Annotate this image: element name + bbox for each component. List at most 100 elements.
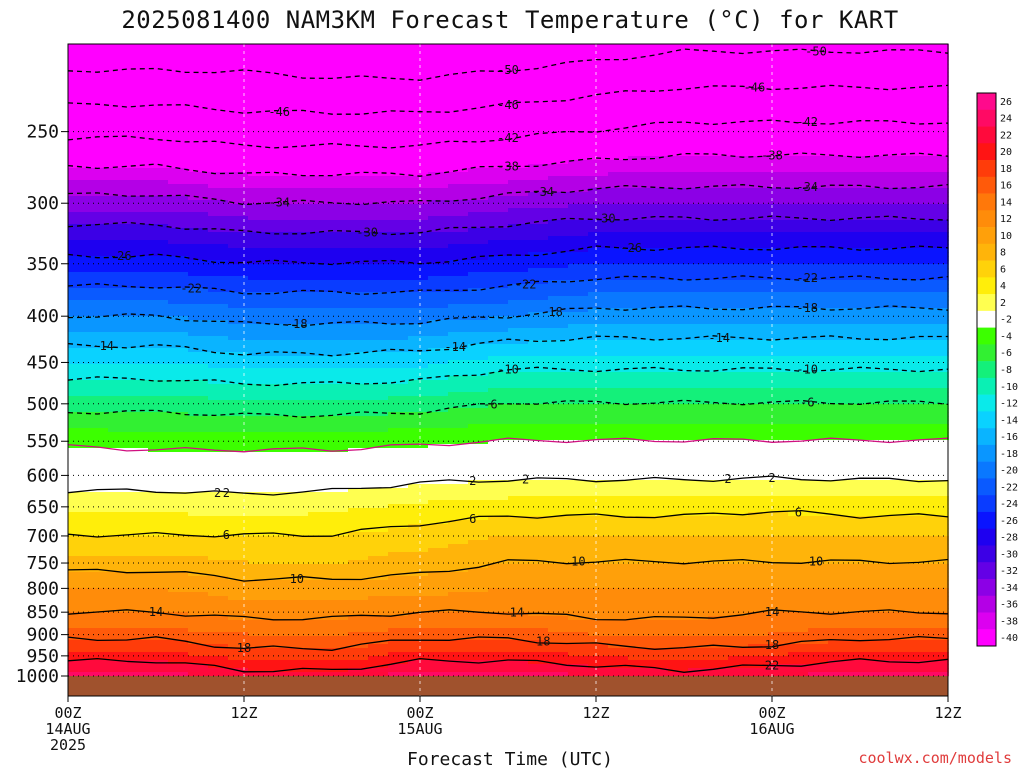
fill-cell [108,164,129,169]
fill-cell [448,56,469,61]
fill-cell [228,168,249,173]
fill-cell [328,140,349,145]
fill-cell [488,48,509,53]
fill-cell [68,180,89,185]
fill-cell [628,560,649,565]
fill-cell [88,424,109,429]
fill-cell [248,536,269,541]
fill-cell [628,244,649,249]
fill-cell [88,296,109,301]
fill-cell [128,320,149,325]
fill-cell [228,472,249,477]
fill-cell [128,512,149,517]
fill-cell [608,608,629,613]
fill-cell [668,280,689,285]
fill-cell [688,420,709,425]
fill-cell [308,288,329,293]
fill-cell [168,536,189,541]
fill-cell [308,216,329,221]
fill-cell [608,80,629,85]
fill-cell [368,84,389,89]
fill-cell [488,172,509,177]
fill-cell [588,208,609,213]
fill-cell [588,500,609,505]
fill-cell [348,556,369,561]
fill-cell [308,528,329,533]
fill-cell [88,484,109,489]
fill-cell [208,396,229,401]
fill-cell [568,224,589,229]
fill-cell [368,644,389,649]
fill-cell [568,636,589,641]
fill-cell [588,164,609,169]
fill-cell [348,424,369,429]
fill-cell [648,300,669,305]
fill-cell [308,568,329,573]
fill-cell [508,540,529,545]
fill-cell [548,292,569,297]
fill-cell [528,68,549,73]
fill-cell [248,628,269,633]
fill-cell [148,660,169,665]
fill-cell [128,516,149,521]
fill-cell [148,420,169,425]
fill-cell [328,508,349,513]
fill-cell [668,592,689,597]
fill-cell [648,180,669,185]
fill-cell [248,76,269,81]
fill-cell [288,268,309,273]
fill-cell [348,120,369,125]
fill-cell [88,408,109,413]
fill-cell [128,604,149,609]
fill-cell [428,436,449,441]
fill-cell [228,256,249,261]
fill-cell [608,44,629,49]
fill-cell [348,140,369,145]
fill-cell [408,664,429,669]
fill-cell [608,196,629,201]
fill-cell [508,576,529,581]
fill-cell [548,120,569,125]
fill-cell [188,668,209,673]
fill-cell [568,372,589,377]
fill-cell [508,372,529,377]
fill-cell [68,388,89,393]
fill-cell [448,512,469,517]
fill-cell [548,176,569,181]
fill-cell [208,532,229,537]
fill-cell [548,492,569,497]
fill-cell [168,592,189,597]
fill-cell [488,212,509,217]
fill-cell [648,128,669,133]
fill-cell [528,636,549,641]
fill-cell [168,52,189,57]
fill-cell [448,448,469,453]
fill-cell [408,536,429,541]
fill-cell [448,432,469,437]
fill-cell [108,640,129,645]
fill-cell [88,156,109,161]
fill-cell [528,640,549,645]
fill-cell [208,324,229,329]
fill-cell [68,296,89,301]
fill-cell [148,72,169,77]
fill-cell [288,364,309,369]
fill-cell [528,412,549,417]
fill-cell [648,168,669,173]
fill-cell [128,432,149,437]
fill-cell [628,464,649,469]
fill-cell [148,412,169,417]
fill-cell [148,156,169,161]
fill-cell [608,124,629,129]
fill-cell [68,52,89,57]
fill-cell [488,304,509,309]
fill-cell [148,120,169,125]
fill-cell [268,392,289,397]
fill-cell [148,300,169,305]
fill-cell [448,320,469,325]
fill-cell [288,316,309,321]
fill-cell [628,76,649,81]
fill-cell [288,492,309,497]
fill-cell [568,492,589,497]
fill-cell [688,356,709,361]
